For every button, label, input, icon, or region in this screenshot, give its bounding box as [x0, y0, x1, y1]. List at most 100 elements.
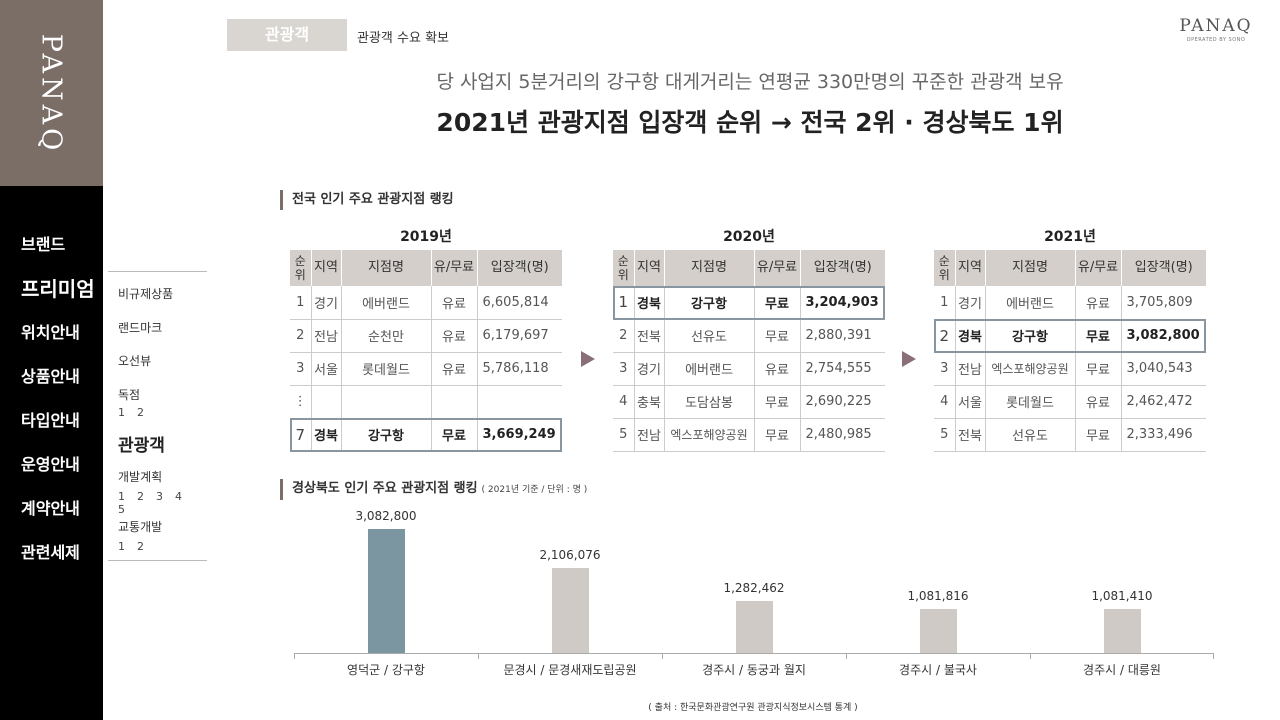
rank-cell: 4 — [934, 385, 956, 419]
fee-cell: 유료 — [754, 352, 801, 386]
spot-cell: 강구항 — [664, 286, 755, 320]
chart-bar — [551, 568, 589, 653]
fee-cell: 유료 — [431, 286, 478, 320]
rank-cell: 1 — [290, 286, 312, 320]
column-header: 유/무료 — [754, 250, 801, 286]
bar-category-label: 경주시 / 동궁과 월지 — [702, 663, 806, 677]
axis-tick — [478, 653, 479, 659]
ranking-table: 순위 지역 지점명 유/무료 입장객(명) 1 경기 에버랜드 유료 6,605,814 2 전남 순천… — [290, 250, 562, 452]
nav-contract[interactable]: 계약안내 — [21, 499, 80, 518]
nav-location[interactable]: 위치안내 — [21, 323, 80, 342]
column-header: 순위 — [290, 250, 312, 286]
fee-cell: 무료 — [1075, 352, 1122, 386]
brand-name: PANAQ — [1179, 16, 1253, 36]
spot-cell: 엑스포해양공원 — [985, 352, 1076, 386]
spot-cell: 롯데월드 — [341, 352, 432, 386]
rank-cell: 3 — [934, 352, 956, 386]
spot-cell: 롯데월드 — [985, 385, 1076, 419]
development-page-link[interactable]: 3 — [156, 490, 163, 503]
table-row: 4 서울 롯데월드 유료 2,462,472 — [934, 385, 1206, 419]
development-page-link[interactable]: 2 — [137, 490, 144, 503]
region-cell: 서울 — [955, 385, 986, 419]
visitors-cell: 2,690,225 — [800, 385, 885, 419]
rank-cell: 7 — [290, 418, 312, 452]
column-header: 입장객(명) — [477, 250, 562, 286]
fee-cell: 무료 — [754, 286, 801, 320]
ranking-table: 순위 지역 지점명 유/무료 입장객(명) 1 경기 에버랜드 유료 3,705,809 2 경북 강구… — [934, 250, 1206, 452]
spot-cell: 강구항 — [341, 418, 432, 452]
arrow-right-icon — [902, 351, 916, 367]
nav-type[interactable]: 타입안내 — [21, 411, 80, 430]
sub-item-non-regulated[interactable]: 비규제상품 — [118, 287, 174, 301]
nav-tax[interactable]: 관련세제 — [21, 543, 80, 562]
visitors-cell: 2,480,985 — [800, 418, 885, 452]
spot-cell: 에버랜드 — [985, 286, 1076, 320]
sidebar: PANAQ 브랜드 프리미엄 위치안내 상품안내 타입안내 운영안내 계약안내 … — [0, 0, 103, 720]
fee-cell: 무료 — [1075, 319, 1122, 353]
axis-tick — [1030, 653, 1031, 659]
nav-premium[interactable]: 프리미엄 — [21, 277, 95, 301]
headline-sub: 당 사업지 5분거리의 강구항 대게거리는 연평균 330만명의 꾸준한 관광객… — [436, 71, 1064, 93]
ranking-section-title: 전국 인기 주요 관광지점 랭킹 — [280, 190, 454, 210]
fee-cell: 유료 — [431, 352, 478, 386]
sub-item-landmark[interactable]: 랜드마크 — [118, 321, 163, 335]
rank-cell: 5 — [613, 418, 635, 452]
bar-value-label: 1,081,410 — [1091, 589, 1153, 603]
development-page-link[interactable]: 4 — [175, 490, 182, 503]
fee-cell — [431, 385, 478, 419]
visitors-cell: 2,333,496 — [1121, 418, 1206, 452]
table-row: 3 서울 롯데월드 유료 5,786,118 — [290, 352, 562, 386]
nav-product[interactable]: 상품안내 — [21, 367, 80, 386]
development-page-link[interactable]: 5 — [118, 503, 125, 516]
bar-value-label: 3,082,800 — [355, 509, 417, 523]
region-cell: 경북 — [634, 286, 665, 320]
development-pages: 1 2 3 4 5 — [118, 490, 207, 516]
section-tag: 관광객 — [227, 19, 347, 51]
table-row: 3 경기 에버랜드 유료 2,754,555 — [613, 352, 885, 386]
region-cell: 경기 — [311, 286, 342, 320]
nav-brand[interactable]: 브랜드 — [21, 235, 66, 254]
rank-cell: 2 — [934, 319, 956, 353]
spot-cell: 강구항 — [985, 319, 1076, 353]
transport-page-link[interactable]: 1 — [118, 540, 125, 553]
rank-cell: 5 — [934, 418, 956, 452]
transport-page-link[interactable]: 2 — [137, 540, 144, 553]
column-header: 순위 — [934, 250, 956, 286]
bar-value-label: 1,282,462 — [723, 581, 785, 595]
source-note: ( 출처 : 한국문화관광연구원 관광지식정보시스템 통계 ) — [648, 703, 858, 713]
rank-cell: 1 — [613, 286, 635, 320]
column-header: 지역 — [634, 250, 665, 286]
bar-category-label: 문경시 / 문경새재도립공원 — [503, 663, 637, 677]
gyeongbuk-bar-chart: 3,082,800 영덕군 / 강구항 2,106,076 문경시 / 문경새재도립공… — [294, 500, 1214, 680]
spot-cell: 에버랜드 — [341, 286, 432, 320]
sub-item-ocean-view[interactable]: 오선뷰 — [118, 354, 152, 368]
table-row: 1 경북 강구항 무료 3,204,903 — [613, 286, 885, 320]
development-page-link[interactable]: 1 — [118, 490, 125, 503]
nav-operation[interactable]: 운영안내 — [21, 455, 80, 474]
axis-tick — [846, 653, 847, 659]
sub-item-tourists[interactable]: 관광객 — [118, 436, 165, 456]
sub-item-development[interactable]: 개발계획 — [118, 470, 163, 484]
region-cell: 전남 — [634, 418, 665, 452]
region-cell: 경기 — [955, 286, 986, 320]
visitors-cell: 5,786,118 — [477, 352, 562, 386]
axis-tick — [662, 653, 663, 659]
sub-item-transport[interactable]: 교통개발 — [118, 520, 163, 534]
section-tag-desc: 관광객 수요 확보 — [357, 31, 449, 46]
brand-logo: PANAQ OPERATED BY SONO — [1177, 16, 1255, 43]
sidebar-logo-box[interactable]: PANAQ — [0, 0, 103, 186]
sub-item-exclusive[interactable]: 독점 — [118, 388, 141, 402]
fee-cell: 무료 — [754, 418, 801, 452]
table-row: 3 전남 엑스포해양공원 무료 3,040,543 — [934, 352, 1206, 386]
table-year: 2021년 — [1044, 229, 1096, 245]
fee-cell: 무료 — [754, 319, 801, 353]
bar-value-label: 1,081,816 — [907, 589, 969, 603]
exclusive-page-link[interactable]: 1 — [118, 406, 125, 419]
exclusive-page-link[interactable]: 2 — [137, 406, 144, 419]
table-row: ⋮ — [290, 385, 562, 419]
spot-cell: 선유도 — [985, 418, 1076, 452]
spot-cell: 엑스포해양공원 — [664, 418, 755, 452]
rank-cell: 2 — [613, 319, 635, 353]
